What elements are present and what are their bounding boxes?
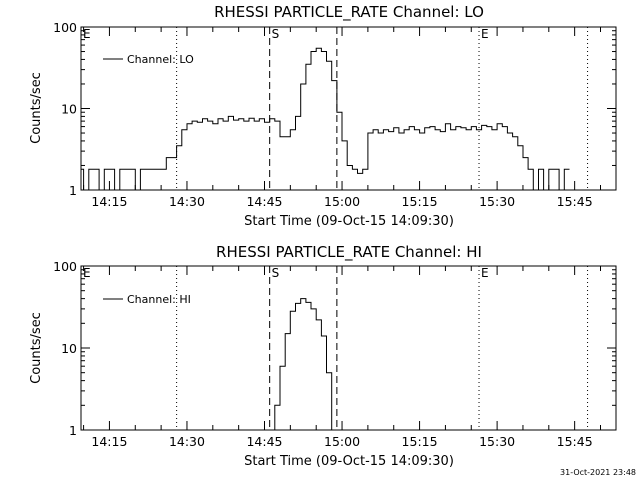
- marker-label: S: [272, 266, 280, 280]
- y-axis: 1 10 100: [53, 20, 616, 198]
- chart-title: RHESSI PARTICLE_RATE Channel: HI: [216, 243, 482, 262]
- series: [272, 298, 337, 431]
- x-tick-label: 15:00: [324, 194, 360, 209]
- y-tick-label: 100: [53, 20, 77, 35]
- chart-title: RHESSI PARTICLE_RATE Channel: LO: [214, 3, 484, 22]
- y-tick-label: 100: [53, 259, 77, 274]
- x-tick-label: 15:45: [557, 434, 593, 449]
- x-axis-label: Start Time (09-Oct-15 14:09:30): [244, 214, 454, 229]
- y-axis-label: Counts/sec: [29, 312, 44, 384]
- footer-timestamp: 31-Oct-2021 23:48: [560, 468, 636, 477]
- x-tick-label: 14:15: [91, 194, 127, 209]
- x-tick-label: 14:15: [91, 434, 127, 449]
- x-tick-label: 14:45: [246, 194, 282, 209]
- x-tick-label: 15:45: [557, 194, 593, 209]
- y-axis-label: Counts/sec: [29, 72, 44, 144]
- x-tick-label: 15:30: [479, 194, 515, 209]
- marker-label: E: [83, 266, 91, 280]
- x-axis: 14:15 14:30 14:45 15:00 15:15 15:30 15:45: [83, 266, 601, 449]
- panel-lo: RHESSI PARTICLE_RATE Channel: LO E S E 1 10…: [29, 3, 617, 229]
- x-axis-label: Start Time (09-Oct-15 14:09:30): [244, 454, 454, 469]
- x-tick-label: 15:00: [324, 434, 360, 449]
- x-tick-label: 14:45: [246, 434, 282, 449]
- y-tick-label: 1: [69, 423, 77, 438]
- marker-label: E: [83, 27, 91, 41]
- y-tick-label: 10: [61, 341, 77, 356]
- x-tick-label: 15:30: [479, 434, 515, 449]
- marker-label: S: [272, 27, 280, 41]
- legend-label: Channel: LO: [127, 53, 194, 66]
- plot-frame: [80, 265, 617, 431]
- legend: Channel: HI: [103, 293, 191, 306]
- legend: Channel: LO: [103, 53, 194, 66]
- x-tick-label: 14:30: [169, 434, 205, 449]
- x-tick-label: 14:30: [169, 194, 205, 209]
- x-axis: 14:15 14:30 14:45 15:00 15:15 15:30 15:45: [83, 27, 601, 209]
- x-tick-label: 15:15: [402, 434, 438, 449]
- legend-label: Channel: HI: [127, 293, 191, 306]
- y-axis: 1 10 100: [53, 259, 616, 438]
- series: [81, 47, 570, 191]
- marker-label: E: [481, 266, 489, 280]
- series-line: [81, 47, 570, 191]
- x-tick-label: 15:15: [402, 194, 438, 209]
- panel-hi: RHESSI PARTICLE_RATE Channel: HI E S E 1 10…: [29, 243, 617, 469]
- y-tick-label: 1: [69, 183, 77, 198]
- y-tick-label: 10: [61, 102, 77, 117]
- marker-label: E: [481, 27, 489, 41]
- series-line: [272, 298, 337, 431]
